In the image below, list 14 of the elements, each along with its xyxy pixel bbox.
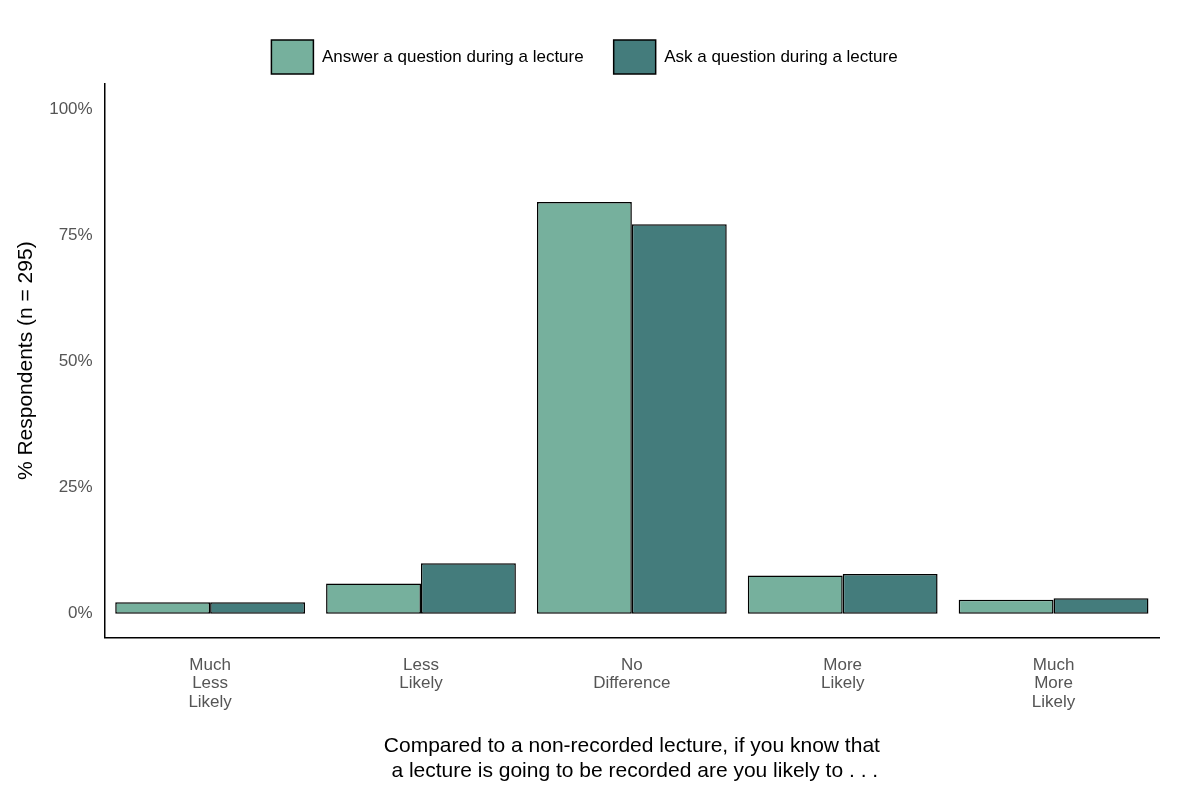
x-axis-title: Compared to a non-recorded lecture, if you know that a lecture is going to be recorded are you likely to . . . <box>383 733 881 782</box>
x-tick-label: Much More Likely <box>1031 654 1076 711</box>
legend-label: Ask a question during a lecture <box>664 46 898 66</box>
x-tick-label: No Difference <box>593 654 671 693</box>
y-tick-label: 75% <box>58 225 93 245</box>
x-tick-label: Less Likely <box>399 654 444 693</box>
y-tick-label: 100% <box>49 98 93 118</box>
y-tick-label: 50% <box>58 351 93 371</box>
x-tick-label: More Likely <box>820 654 865 693</box>
y-tick-label: 25% <box>58 477 93 497</box>
x-tick-label: Much Less Likely <box>188 654 233 711</box>
legend-label: Answer a question during a lecture <box>321 46 584 66</box>
y-tick-label: 0% <box>68 603 93 623</box>
y-axis-title: % Respondents (n = 295) <box>13 241 37 481</box>
